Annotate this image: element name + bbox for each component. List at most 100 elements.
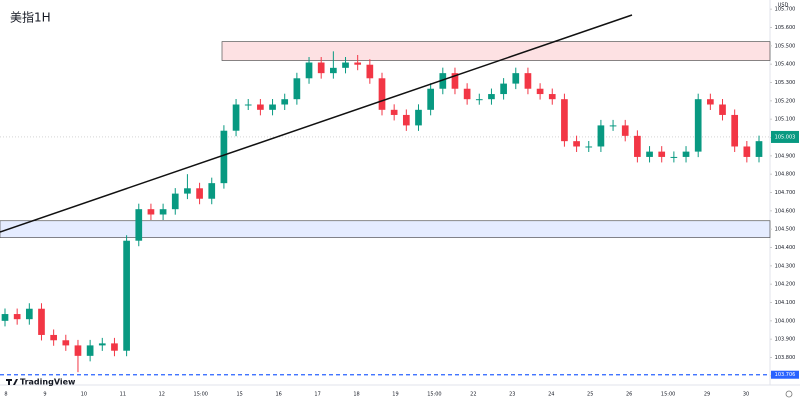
candle-body — [13, 314, 21, 320]
candle-body — [451, 73, 459, 89]
candle-body — [609, 125, 617, 127]
candle-body — [342, 62, 349, 68]
settings-icon[interactable] — [785, 390, 793, 398]
candle-body — [366, 64, 374, 79]
candle-body — [111, 343, 118, 351]
candle-body — [123, 240, 130, 351]
y-tick-label: 105.400 — [775, 62, 796, 68]
last-price-box — [771, 130, 799, 143]
candle-body — [731, 114, 739, 147]
logo-icon — [6, 379, 18, 385]
candle-body — [707, 99, 714, 105]
candle-body — [38, 308, 45, 335]
y-tick-label: 105.700 — [775, 7, 796, 13]
y-tick-label: 104.900 — [775, 153, 796, 159]
support-zone — [0, 220, 771, 238]
candle-body — [390, 109, 398, 115]
x-tick-label: 29 — [704, 392, 710, 398]
candle-body — [670, 156, 678, 158]
y-tick-label: 104.000 — [775, 318, 796, 324]
candle-body — [719, 104, 726, 115]
candle-body — [402, 114, 410, 126]
candle-body — [244, 104, 252, 106]
y-tick-label: 104.600 — [775, 208, 796, 214]
candle-body — [196, 188, 203, 199]
candle-body — [621, 125, 629, 136]
x-tick-label: 15:00 — [427, 392, 441, 398]
candle-body — [98, 343, 106, 346]
y-tick-label: 103.800 — [775, 355, 796, 361]
candle-body — [281, 99, 289, 105]
candle-body — [317, 62, 325, 74]
y-tick-label: 105.500 — [775, 43, 796, 49]
candle-body — [86, 345, 94, 356]
chart-title: 美指1H — [10, 10, 51, 25]
candle-body — [439, 73, 447, 89]
x-tick-label: 18 — [353, 392, 359, 398]
candle-body — [171, 193, 179, 210]
x-tick-label: 10 — [81, 392, 87, 398]
y-tick-label: 104.200 — [775, 282, 796, 288]
candle-body — [536, 88, 544, 95]
candle-body — [488, 94, 495, 100]
candle-body — [50, 334, 57, 341]
x-tick-label: 22 — [470, 392, 476, 398]
y-tick-label: 104.700 — [775, 190, 796, 196]
resistance-zone — [221, 41, 771, 61]
y-tick-label: 105.300 — [775, 80, 796, 86]
candle-body — [257, 104, 264, 110]
x-tick-label: 11 — [120, 392, 126, 398]
x-tick-label: 9 — [43, 392, 46, 398]
y-tick-label: 104.800 — [775, 172, 796, 178]
candle-body — [378, 78, 386, 110]
x-tick-label: 24 — [548, 392, 554, 398]
candle-body — [293, 78, 301, 100]
candle-body — [269, 104, 276, 110]
candle-body — [573, 141, 580, 147]
candle-body — [634, 135, 641, 157]
candle-body — [561, 99, 568, 142]
x-tick-label: 15:00 — [194, 392, 208, 398]
candle-body — [415, 109, 422, 126]
candle-body — [475, 99, 483, 101]
dashed-level-box — [771, 370, 799, 379]
candle-body — [500, 83, 507, 95]
candle-body — [25, 308, 33, 320]
x-tick-label: 25 — [587, 392, 593, 398]
candle-body — [330, 67, 337, 74]
x-tick-label: 15 — [236, 392, 242, 398]
x-tick-label: 30 — [743, 392, 749, 398]
x-tick-label: 8 — [4, 392, 7, 398]
candle-body — [220, 130, 228, 184]
candle-body — [305, 62, 313, 79]
y-tick-label: 104.400 — [775, 245, 796, 251]
candle-body — [682, 151, 690, 157]
x-tick-label: 16 — [275, 392, 281, 398]
candle-body — [512, 73, 520, 84]
candle-body — [524, 73, 532, 89]
candle-body — [658, 151, 666, 157]
candle-body — [74, 345, 82, 356]
y-tick-label: 104.100 — [775, 300, 796, 306]
x-tick-label: 19 — [392, 392, 398, 398]
candle-body — [159, 209, 167, 215]
candle-body — [1, 314, 9, 321]
candle-body — [463, 88, 471, 100]
candle-body — [585, 146, 593, 148]
logo: TradingView — [6, 378, 76, 387]
x-tick-label: 17 — [314, 392, 320, 398]
last-price-label: 105.003 — [775, 134, 796, 140]
candle-body — [755, 141, 763, 157]
x-tick-label: 15:00 — [661, 392, 675, 398]
y-tick-label: 104.500 — [775, 227, 796, 233]
candle-body — [427, 88, 434, 110]
candle-body — [354, 62, 362, 65]
y-tick-label: 105.200 — [775, 98, 796, 104]
y-tick-label: 104.300 — [775, 263, 796, 269]
trendline — [0, 14, 633, 233]
x-tick-label: 12 — [159, 392, 165, 398]
candle-body — [743, 146, 751, 157]
x-tick-label: 23 — [509, 392, 515, 398]
